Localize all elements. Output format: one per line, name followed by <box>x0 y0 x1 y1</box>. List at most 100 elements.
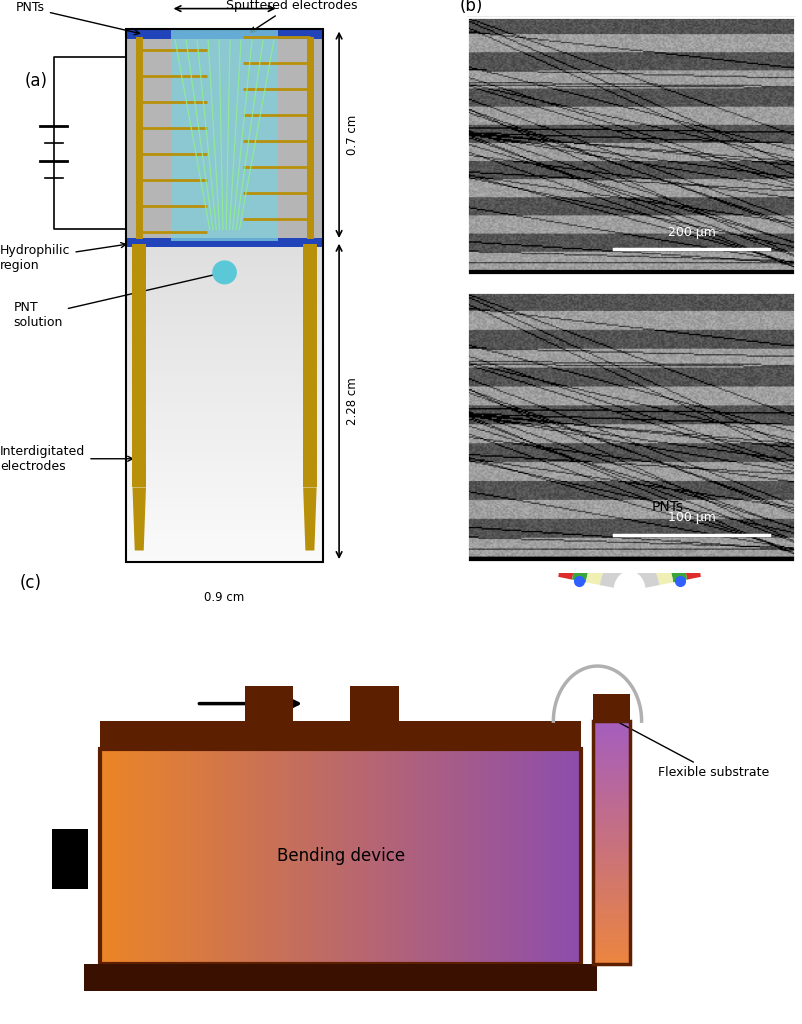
Bar <box>126 238 323 247</box>
Bar <box>593 730 630 733</box>
Bar <box>126 425 323 430</box>
Bar <box>100 749 581 964</box>
Bar <box>126 319 323 325</box>
Bar <box>437 749 439 964</box>
Bar <box>218 749 221 964</box>
Bar <box>126 82 323 87</box>
Bar <box>324 749 326 964</box>
Bar <box>126 140 323 145</box>
Bar <box>593 852 630 855</box>
Bar <box>555 749 557 964</box>
Bar <box>593 761 630 764</box>
Bar <box>126 103 323 109</box>
Bar <box>413 749 415 964</box>
Bar <box>538 749 541 964</box>
Bar <box>124 749 127 964</box>
Bar <box>165 749 168 964</box>
Text: (b): (b) <box>460 0 483 15</box>
Bar <box>574 749 577 964</box>
Bar <box>593 784 630 787</box>
Bar <box>492 749 495 964</box>
Bar <box>593 915 630 919</box>
Bar <box>278 749 281 964</box>
Bar <box>593 931 630 934</box>
Bar <box>384 749 387 964</box>
Bar <box>593 809 630 812</box>
Bar <box>363 749 365 964</box>
Bar <box>411 749 413 964</box>
Bar <box>593 794 630 797</box>
Bar <box>126 340 323 346</box>
Bar <box>567 749 569 964</box>
Bar <box>126 440 323 445</box>
Bar <box>245 686 293 721</box>
Bar <box>593 928 630 931</box>
Polygon shape <box>303 487 317 551</box>
Bar <box>177 749 180 964</box>
Bar <box>338 749 341 964</box>
Bar <box>432 749 435 964</box>
Bar <box>134 749 136 964</box>
Bar <box>593 815 630 818</box>
Bar <box>148 749 151 964</box>
Bar <box>126 224 323 229</box>
Bar <box>358 749 360 964</box>
Bar <box>593 858 630 861</box>
Bar <box>126 229 323 234</box>
Bar <box>126 367 323 372</box>
Bar <box>399 749 401 964</box>
Bar <box>593 946 630 949</box>
Bar <box>126 477 323 483</box>
Bar <box>264 749 266 964</box>
Bar <box>300 749 302 964</box>
Bar <box>305 749 307 964</box>
Bar <box>126 409 323 415</box>
Bar <box>158 749 160 964</box>
Bar <box>126 55 323 60</box>
Bar <box>593 693 630 721</box>
Bar <box>593 776 630 779</box>
Bar <box>593 837 630 840</box>
Bar <box>326 749 329 964</box>
Bar <box>533 749 536 964</box>
Bar <box>593 885 630 888</box>
Bar <box>502 749 504 964</box>
Bar <box>593 855 630 858</box>
Bar <box>206 749 209 964</box>
Bar <box>408 749 411 964</box>
Text: Bending device: Bending device <box>277 847 405 865</box>
Bar <box>136 749 139 964</box>
Bar <box>427 749 430 964</box>
Bar <box>593 903 630 906</box>
Bar <box>126 87 323 92</box>
Bar <box>593 724 630 727</box>
Bar <box>593 745 630 749</box>
Bar <box>252 749 254 964</box>
Bar <box>247 749 249 964</box>
Bar <box>126 214 323 219</box>
Bar <box>119 749 122 964</box>
Bar <box>439 749 442 964</box>
Bar <box>334 749 336 964</box>
Bar <box>341 749 343 964</box>
Bar <box>254 749 257 964</box>
Bar <box>84 964 597 991</box>
Bar <box>127 749 129 964</box>
Bar <box>593 876 630 879</box>
Bar <box>478 749 480 964</box>
Bar <box>184 749 187 964</box>
Bar <box>593 752 630 755</box>
Bar <box>593 721 630 724</box>
Bar <box>126 266 323 271</box>
Bar <box>593 827 630 830</box>
Bar <box>126 72 323 77</box>
Bar <box>100 749 103 964</box>
Bar <box>569 749 572 964</box>
Bar <box>593 961 630 964</box>
Bar <box>126 499 323 504</box>
Bar <box>593 919 630 922</box>
Bar <box>406 749 408 964</box>
Bar <box>531 749 533 964</box>
Bar <box>452 749 454 964</box>
Bar <box>126 293 323 298</box>
